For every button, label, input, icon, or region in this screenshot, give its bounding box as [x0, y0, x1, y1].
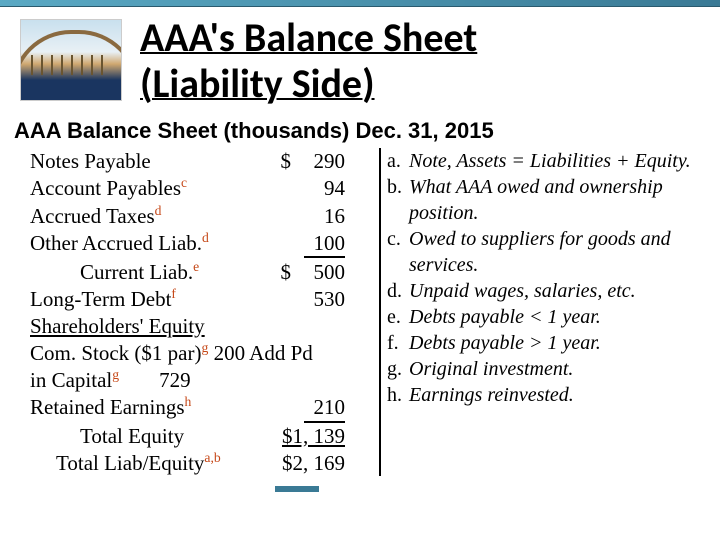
row-total-liab-equity: Total Liab/Equitya,b $2, 169: [30, 449, 375, 476]
row-accounts-payable: Account Payablesc 94: [30, 174, 375, 201]
footnote-sup: g: [112, 367, 119, 382]
label: Current Liab.e: [30, 258, 199, 285]
row-com-stock-2: in Capitalg 729: [30, 366, 375, 393]
footnote-sup: g: [201, 340, 208, 355]
value: 530: [295, 286, 375, 312]
value: 290: [295, 148, 375, 174]
value: 94: [295, 175, 375, 201]
label: Notes Payable: [30, 148, 151, 174]
title-line-2: (Liability Side): [140, 59, 375, 108]
footnote-sup: a,b: [204, 450, 220, 465]
title-line-1: AAA's Balance Sheet: [140, 13, 477, 62]
footnote-sup: c: [181, 175, 187, 190]
label: in Capitalg: [30, 366, 119, 393]
slide-title: AAA's Balance Sheet (Liability Side): [140, 15, 700, 107]
row-total-equity: Total Equity $1, 139: [30, 423, 375, 449]
header: AAA's Balance Sheet (Liability Side): [0, 7, 720, 107]
row-notes-payable: Notes Payable $ 290: [30, 148, 375, 174]
row-shareholders-equity: Shareholders' Equity: [30, 313, 375, 339]
footnote-d: d.Unpaid wages, salaries, etc.: [387, 278, 700, 304]
footnotes-list: a.Note, Assets = Liabilities + Equity. b…: [381, 148, 700, 476]
value: 100: [295, 230, 375, 258]
balance-sheet-table: Notes Payable $ 290 Account Payablesc 94…: [30, 148, 381, 476]
label: Retained Earningsh: [30, 393, 191, 420]
label: Accrued Taxesd: [30, 202, 162, 229]
footnote-sup: d: [202, 230, 209, 245]
value: $1, 139: [282, 423, 375, 449]
value: $2, 169: [282, 450, 375, 476]
label: Total Equity: [30, 423, 184, 449]
footnote-c: c.Owed to suppliers for goods and servic…: [387, 226, 700, 278]
row-current-liab: Current Liab.e $ 500: [30, 258, 375, 285]
value: 210: [295, 394, 375, 422]
row-com-stock-1: Com. Stock ($1 par)g 200 Add Pd: [30, 339, 375, 366]
footnote-b: b.What AAA owed and ownership position.: [387, 174, 700, 226]
bottom-accent-bar: [275, 486, 319, 492]
footnote-a: a.Note, Assets = Liabilities + Equity.: [387, 148, 700, 174]
row-retained-earnings: Retained Earningsh 210: [30, 393, 375, 422]
value: 16: [295, 203, 375, 229]
footnote-h: h.Earnings reinvested.: [387, 382, 700, 408]
currency: $: [267, 259, 295, 285]
label: Shareholders' Equity: [30, 313, 205, 339]
value: 500: [295, 259, 375, 285]
label: Total Liab/Equitya,b: [30, 449, 221, 476]
footnote-sup: e: [193, 259, 199, 274]
label: Account Payablesc: [30, 174, 187, 201]
bridge-image: [20, 19, 122, 101]
label: Com. Stock ($1 par)g 200 Add Pd: [30, 339, 313, 366]
content-columns: Notes Payable $ 290 Account Payablesc 94…: [30, 148, 700, 476]
label: Long-Term Debtf: [30, 285, 176, 312]
value: 729: [159, 367, 191, 393]
currency: $: [267, 148, 295, 174]
top-accent-bar: [0, 0, 720, 7]
footnote-sup: d: [155, 203, 162, 218]
balance-sheet-heading: AAA Balance Sheet (thousands) Dec. 31, 2…: [14, 118, 494, 144]
row-lt-debt: Long-Term Debtf 530: [30, 285, 375, 312]
footnote-f: f.Debts payable > 1 year.: [387, 330, 700, 356]
label: Other Accrued Liab.d: [30, 229, 209, 256]
row-other-accrued: Other Accrued Liab.d 100: [30, 229, 375, 258]
footnote-sup: h: [185, 394, 192, 409]
row-accrued-taxes: Accrued Taxesd 16: [30, 202, 375, 229]
footnote-g: g.Original investment.: [387, 356, 700, 382]
footnote-sup: f: [171, 286, 176, 301]
footnote-e: e.Debts payable < 1 year.: [387, 304, 700, 330]
